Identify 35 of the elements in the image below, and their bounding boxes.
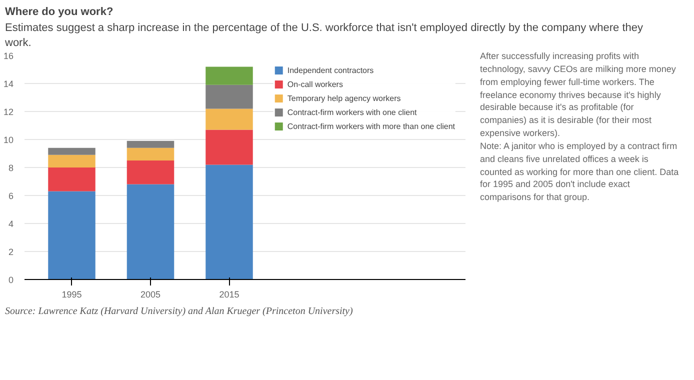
y-tick-label: 4: [8, 219, 14, 229]
bar: [48, 168, 96, 192]
y-tick-label: 10: [3, 135, 14, 145]
y-tick-label: 14: [3, 79, 14, 89]
chart-title: Where do you work?: [5, 6, 114, 18]
bar: [126, 140, 174, 148]
bar: [206, 108, 253, 130]
legend-label: Contract-firm workers with one client: [287, 107, 417, 117]
y-tick-label: 12: [3, 107, 14, 117]
bar: [48, 154, 96, 168]
text: Note: A janitor who is employed by a contract firm and cleans five unrelated offices a week is counted as working for more than one client. Data for 1995 and 2005 don't include exact comparisons for that group.: [480, 140, 680, 204]
bar: [206, 164, 253, 280]
bar: [126, 184, 174, 280]
bar: [206, 84, 253, 109]
y-tick-label: 6: [8, 191, 14, 201]
bar: [126, 148, 174, 160]
text: After successfully increasing profits with technology, savvy CEOs are milking more money from employing fewer full-time workers. The freelance economy thrives because it's highly desirable because it's as profitable (for companies) as it is desirable (for their most expensive workers).: [480, 50, 677, 140]
x-tick-label: 2005: [140, 290, 161, 300]
source-note: Source: Lawrence Katz (Harvard University) and Alan Krueger (Princeton University): [5, 305, 353, 319]
y-tick-label: 0: [8, 275, 14, 285]
bar: [126, 160, 174, 184]
y-tick-label: 2: [8, 247, 14, 257]
legend-label: On-call workers: [287, 79, 343, 89]
y-tick-label: 16: [3, 51, 14, 61]
y-tick-label: 8: [8, 163, 14, 173]
bar: [48, 191, 96, 280]
legend-label: Contract-firm workers with more than one client: [287, 121, 455, 131]
x-tick-label: 2015: [219, 290, 240, 300]
bar: [206, 66, 253, 85]
x-tick-label: 1995: [62, 290, 82, 300]
bar: [206, 130, 253, 165]
legend-label: Temporary help agency workers: [287, 93, 401, 103]
text: Estimates suggest a sharp increase in the percentage of the U.S. workforce that isn't employed directly by the company where they work.: [5, 22, 643, 50]
legend-label: Independent contractors: [287, 65, 374, 75]
bar: [48, 148, 96, 155]
